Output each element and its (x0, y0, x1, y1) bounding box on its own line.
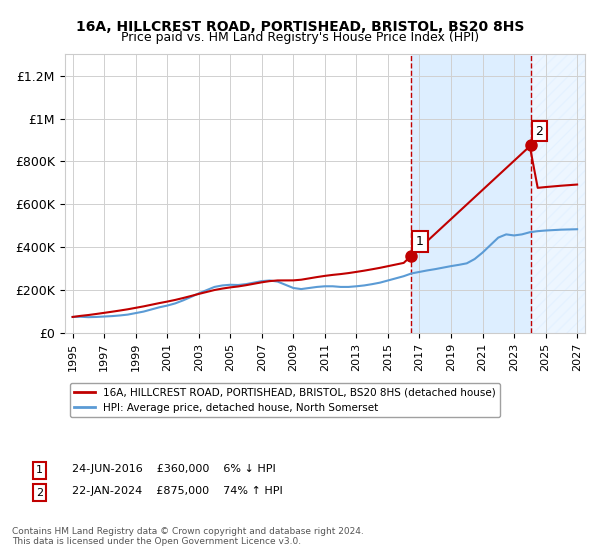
Text: 1: 1 (416, 235, 424, 248)
Text: 2: 2 (36, 488, 43, 498)
Text: Contains HM Land Registry data © Crown copyright and database right 2024.
This d: Contains HM Land Registry data © Crown c… (12, 526, 364, 546)
Legend: 16A, HILLCREST ROAD, PORTISHEAD, BRISTOL, BS20 8HS (detached house), HPI: Averag: 16A, HILLCREST ROAD, PORTISHEAD, BRISTOL… (70, 383, 500, 417)
Text: 22-JAN-2024    £875,000    74% ↑ HPI: 22-JAN-2024 £875,000 74% ↑ HPI (72, 487, 283, 497)
Bar (531, 54, 585, 333)
Bar (411, 54, 531, 333)
Text: Price paid vs. HM Land Registry's House Price Index (HPI): Price paid vs. HM Land Registry's House … (121, 31, 479, 44)
Text: 16A, HILLCREST ROAD, PORTISHEAD, BRISTOL, BS20 8HS: 16A, HILLCREST ROAD, PORTISHEAD, BRISTOL… (76, 20, 524, 34)
Text: 2: 2 (535, 125, 544, 138)
Text: 1: 1 (36, 465, 43, 475)
Text: 24-JUN-2016    £360,000    6% ↓ HPI: 24-JUN-2016 £360,000 6% ↓ HPI (72, 464, 276, 474)
